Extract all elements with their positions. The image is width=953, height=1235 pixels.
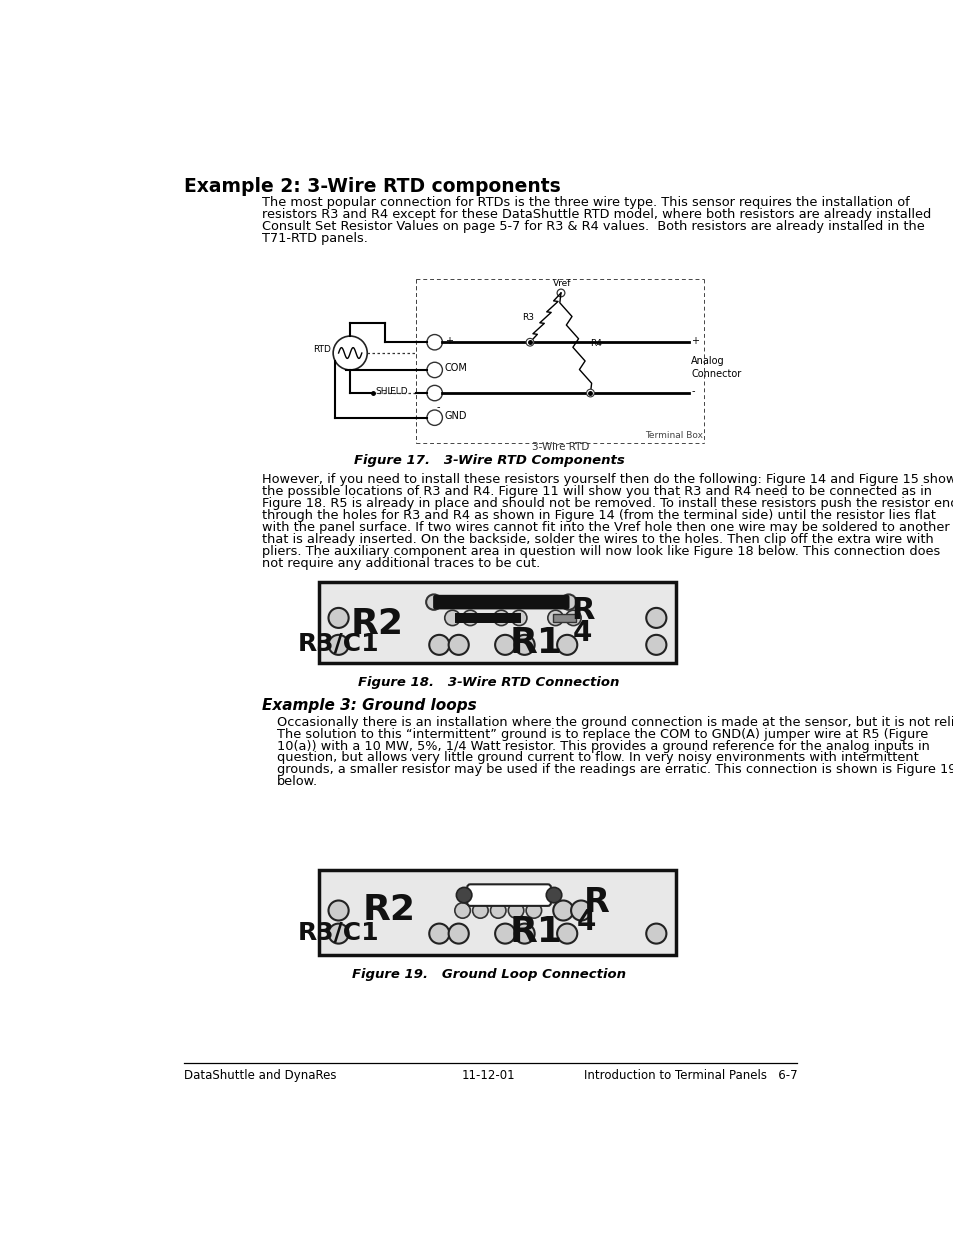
Text: R3/C1: R3/C1: [297, 920, 379, 944]
Text: +: +: [691, 336, 699, 346]
Circle shape: [557, 924, 577, 944]
Text: Introduction to Terminal Panels   6-7: Introduction to Terminal Panels 6-7: [583, 1070, 797, 1082]
Text: Terminal Box: Terminal Box: [644, 431, 702, 440]
Circle shape: [514, 924, 534, 944]
Circle shape: [328, 608, 348, 627]
Text: COM: COM: [444, 363, 467, 373]
Text: 11-12-01: 11-12-01: [461, 1070, 516, 1082]
Circle shape: [508, 903, 523, 918]
Circle shape: [490, 903, 505, 918]
Circle shape: [456, 888, 472, 903]
Circle shape: [557, 289, 564, 296]
Text: +: +: [444, 336, 453, 346]
FancyBboxPatch shape: [467, 884, 550, 906]
Circle shape: [429, 635, 449, 655]
Circle shape: [444, 610, 459, 626]
Circle shape: [525, 903, 541, 918]
Text: R2: R2: [362, 893, 415, 927]
Text: R4: R4: [589, 338, 601, 347]
Circle shape: [328, 924, 348, 944]
Text: R2: R2: [351, 608, 403, 641]
Circle shape: [328, 635, 348, 655]
Bar: [553, 614, 576, 621]
Circle shape: [448, 924, 468, 944]
Circle shape: [333, 336, 367, 370]
Text: However, if you need to install these resistors yourself then do the following: : However, if you need to install these re…: [261, 473, 953, 487]
Text: Figure 17.   3-Wire RTD Components: Figure 17. 3-Wire RTD Components: [354, 454, 623, 467]
Circle shape: [645, 924, 666, 944]
Text: Consult Set Resistor Values on page 5-7 for R3 & R4 values.  Both resistors are : Consult Set Resistor Values on page 5-7 …: [261, 220, 923, 233]
Text: R3: R3: [521, 314, 534, 322]
Circle shape: [645, 635, 666, 655]
Text: Figure 18.   3-Wire RTD Connection: Figure 18. 3-Wire RTD Connection: [358, 676, 618, 689]
Text: R3/C1: R3/C1: [297, 631, 379, 656]
Text: the possible locations of R3 and R4. Figure 11 will show you that R3 and R4 need: the possible locations of R3 and R4. Fig…: [261, 485, 931, 498]
Text: The most popular connection for RTDs is the three wire type. This sensor require: The most popular connection for RTDs is …: [261, 196, 908, 209]
Circle shape: [645, 608, 666, 627]
Circle shape: [553, 900, 573, 920]
Text: Occasionally there is an installation where the ground connection is made at the: Occasionally there is an installation wh…: [277, 716, 953, 729]
Text: R1: R1: [509, 915, 562, 948]
Circle shape: [514, 635, 534, 655]
Text: T71-RTD panels.: T71-RTD panels.: [261, 232, 367, 245]
Text: R: R: [570, 597, 594, 625]
Text: pliers. The auxiliary component area in question will now look like Figure 18 be: pliers. The auxiliary component area in …: [261, 545, 939, 558]
Circle shape: [511, 610, 526, 626]
Circle shape: [557, 635, 577, 655]
Circle shape: [560, 594, 576, 610]
Text: SHIELD: SHIELD: [375, 387, 407, 396]
Text: Example 2: 3-Wire RTD components: Example 2: 3-Wire RTD components: [183, 177, 559, 195]
Bar: [319, 582, 675, 662]
Circle shape: [427, 362, 442, 378]
Text: R: R: [583, 887, 609, 919]
Text: below.: below.: [277, 776, 318, 788]
Bar: [319, 871, 675, 955]
Text: that is already inserted. On the backside, solder the wires to the holes. Then c: that is already inserted. On the backsid…: [261, 532, 933, 546]
Circle shape: [493, 610, 509, 626]
Text: R1: R1: [509, 626, 562, 661]
Circle shape: [427, 335, 442, 350]
Circle shape: [586, 389, 594, 396]
Text: Figure 18. R5 is already in place and should not be removed. To install these re: Figure 18. R5 is already in place and sh…: [261, 496, 953, 510]
Circle shape: [455, 903, 470, 918]
Circle shape: [462, 610, 477, 626]
Text: Figure 19.   Ground Loop Connection: Figure 19. Ground Loop Connection: [352, 968, 625, 982]
Text: -: -: [691, 387, 694, 396]
Circle shape: [427, 410, 442, 425]
Text: 4: 4: [573, 619, 592, 647]
Text: question, but allows very little ground current to flow. In very noisy environme: question, but allows very little ground …: [277, 751, 918, 764]
Circle shape: [495, 924, 515, 944]
Circle shape: [448, 635, 468, 655]
Text: with the panel surface. If two wires cannot fit into the Vref hole then one wire: with the panel surface. If two wires can…: [261, 521, 948, 534]
Circle shape: [546, 888, 561, 903]
Text: RTD: RTD: [313, 346, 331, 354]
Text: not require any additional traces to be cut.: not require any additional traces to be …: [261, 557, 539, 569]
Circle shape: [427, 385, 442, 401]
Text: Vref: Vref: [553, 279, 571, 288]
Text: resistors R3 and R4 except for these DataShuttle RTD model, where both resistors: resistors R3 and R4 except for these Dat…: [261, 207, 930, 221]
Circle shape: [328, 900, 348, 920]
Circle shape: [525, 338, 534, 346]
Circle shape: [565, 610, 580, 626]
FancyBboxPatch shape: [433, 595, 569, 609]
Text: Analog
Connector: Analog Connector: [691, 357, 740, 379]
Circle shape: [495, 635, 515, 655]
Bar: [455, 614, 520, 622]
Text: 3-Wire RTD: 3-Wire RTD: [531, 442, 588, 452]
Circle shape: [426, 594, 441, 610]
Text: grounds, a smaller resistor may be used if the readings are erratic. This connec: grounds, a smaller resistor may be used …: [277, 763, 953, 777]
Text: 4: 4: [577, 908, 596, 936]
Text: through the holes for R3 and R4 as shown in Figure 14 (from the terminal side) u: through the holes for R3 and R4 as shown…: [261, 509, 935, 522]
Circle shape: [571, 900, 591, 920]
Text: GND: GND: [444, 411, 467, 421]
Text: 10(a)) with a 10 MW, 5%, 1/4 Watt resistor. This provides a ground reference for: 10(a)) with a 10 MW, 5%, 1/4 Watt resist…: [277, 740, 929, 752]
Circle shape: [547, 610, 562, 626]
Text: -: -: [436, 403, 440, 412]
Circle shape: [429, 924, 449, 944]
Text: Example 3: Ground loops: Example 3: Ground loops: [261, 698, 476, 713]
Text: The solution to this “intermittent” ground is to replace the COM to GND(A) jumpe: The solution to this “intermittent” grou…: [277, 727, 927, 741]
Circle shape: [472, 903, 488, 918]
Text: DataShuttle and DynaRes: DataShuttle and DynaRes: [183, 1070, 335, 1082]
